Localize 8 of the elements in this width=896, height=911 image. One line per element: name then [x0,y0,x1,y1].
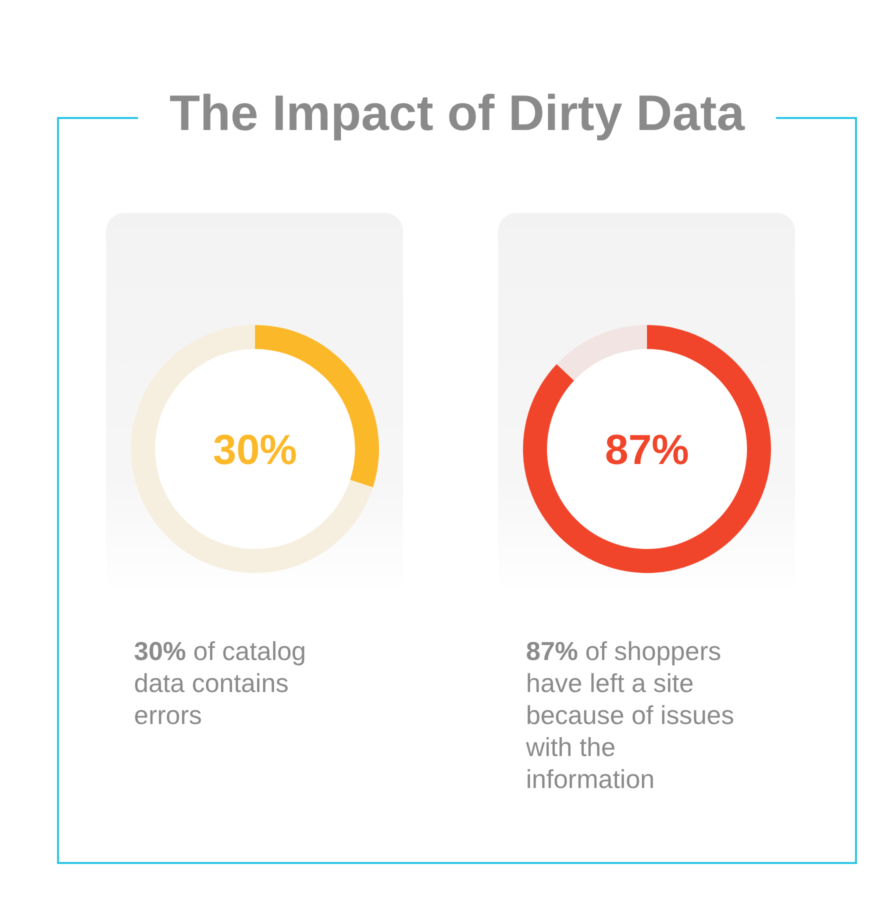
donut-slice [523,325,771,573]
text: 30% of catalog data contains errors [134,636,306,730]
donut-slice [556,325,647,381]
chart-title: The Impact of Dirty Data [169,85,746,141]
text: 30% [212,426,298,473]
text: 87% [604,426,690,473]
donut-slice [131,325,373,573]
text: 87% of shoppers have left a site because of issues with the information [525,636,734,794]
